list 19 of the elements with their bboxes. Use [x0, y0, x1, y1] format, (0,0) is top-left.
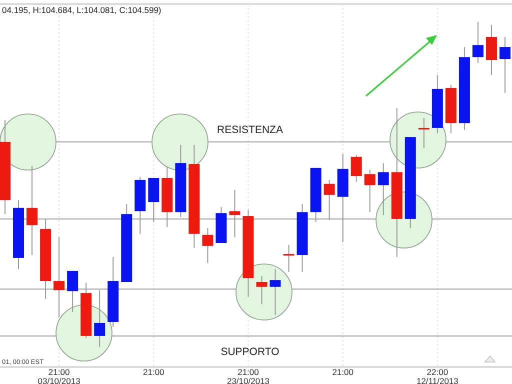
candlestick	[472, 22, 484, 64]
candlestick	[283, 244, 294, 272]
x-tick-label: 22:00 12/11/2013	[416, 367, 459, 384]
candlestick	[202, 228, 214, 264]
candlestick	[350, 154, 362, 182]
x-tick-label: 21:00	[332, 367, 354, 377]
x-tick-label: 21:00 03/10/2013	[38, 367, 81, 384]
text: 04.195, H:104.684, L:104.081, C:104.599)	[2, 5, 162, 15]
candlestick	[418, 117, 430, 149]
candlestick	[486, 24, 497, 76]
x-tick-label: 21:00	[143, 367, 165, 377]
candlestick	[378, 162, 389, 216]
candlestick	[364, 169, 376, 213]
candlestick	[256, 276, 268, 305]
candlestick	[270, 268, 281, 316]
x-tick-label: 21:00 23/10/2013	[226, 367, 270, 384]
ref-line-label: RESISTENZA	[217, 124, 283, 136]
ref-line-label: SUPPORTO	[220, 346, 280, 358]
candlestick	[500, 36, 510, 94]
